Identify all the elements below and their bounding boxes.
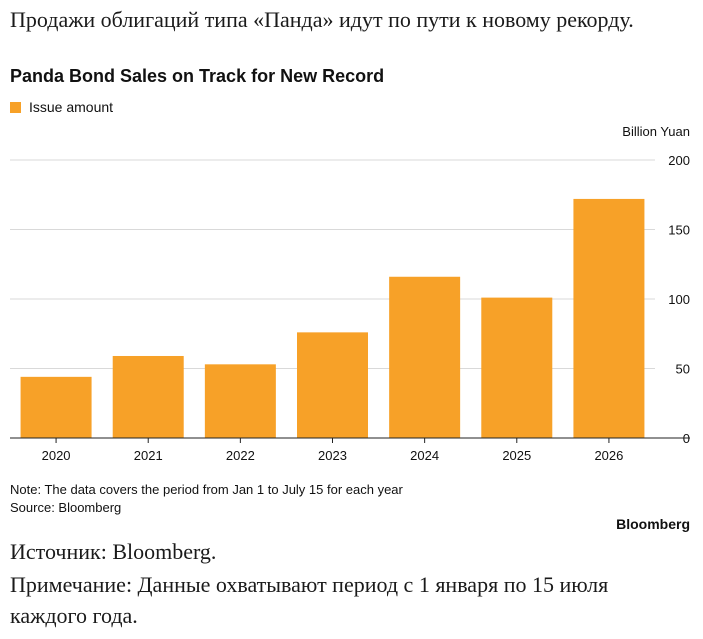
- y-axis-unit-label: Billion Yuan: [622, 124, 690, 139]
- y-tick-label: 100: [668, 292, 690, 307]
- source-ru: Источник: Bloomberg.: [10, 539, 217, 564]
- bar-chart: Billion Yuan0501001502002020202120222023…: [10, 124, 690, 463]
- x-tick-label: 2022: [226, 448, 255, 463]
- chart-note: Note: The data covers the period from Ja…: [10, 481, 403, 517]
- bar: [204, 364, 276, 438]
- x-tick-label: 2026: [594, 448, 623, 463]
- bar: [389, 276, 461, 438]
- bar: [481, 297, 553, 438]
- x-tick-label: 2024: [410, 448, 439, 463]
- x-tick-label: 2020: [42, 448, 71, 463]
- y-tick-label: 200: [668, 153, 690, 168]
- x-tick-label: 2023: [318, 448, 347, 463]
- legend-label: Issue amount: [29, 99, 114, 115]
- bar: [573, 198, 645, 438]
- chart-legend: Issue amount: [10, 99, 113, 115]
- y-tick-label: 50: [676, 362, 690, 377]
- bloomberg-logo: Bloomberg: [616, 516, 690, 532]
- note-ru: Примечание: Данные охватывают период с 1…: [10, 572, 609, 628]
- chart-title: Panda Bond Sales on Track for New Record: [10, 66, 385, 86]
- source-text: Source: Bloomberg: [10, 500, 122, 515]
- bar: [20, 376, 92, 438]
- page-heading: Продажи облигаций типа «Панда» идут по п…: [10, 7, 634, 32]
- x-tick-label: 2025: [502, 448, 531, 463]
- bar: [112, 355, 184, 438]
- y-tick-label: 150: [668, 223, 690, 238]
- x-tick-label: 2021: [134, 448, 163, 463]
- legend-swatch: [10, 101, 21, 113]
- bar: [297, 332, 368, 438]
- note-text: Note: The data covers the period from Ja…: [10, 482, 403, 497]
